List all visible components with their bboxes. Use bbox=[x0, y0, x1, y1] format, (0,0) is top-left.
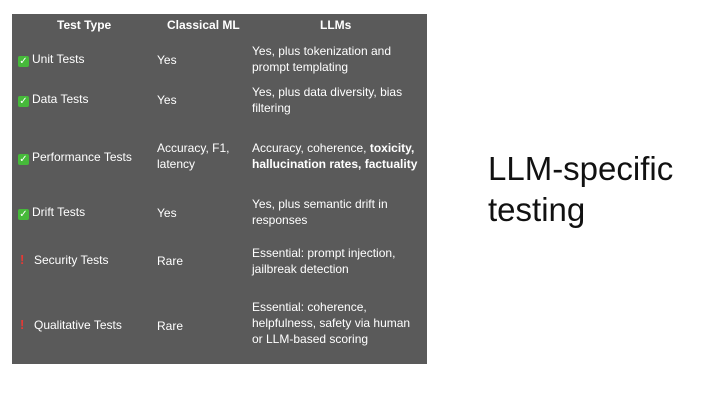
llm-line: Yes, plus semantic drift in bbox=[252, 197, 388, 211]
llm-line: responses bbox=[252, 213, 308, 227]
classical-cell: Yes bbox=[157, 206, 177, 220]
llm-text: Accuracy, coherence, bbox=[252, 141, 370, 155]
test-type-label: Drift Tests bbox=[32, 205, 86, 219]
test-type-label: Qualitative Tests bbox=[34, 318, 122, 332]
test-type-label: Unit Tests bbox=[32, 52, 85, 66]
llm-cell: Essential: prompt injection, jailbreak d… bbox=[252, 245, 395, 277]
test-type-cell: ! Qualitative Tests bbox=[18, 317, 122, 333]
llm-bold-text: hallucination rates, factuality bbox=[252, 157, 418, 171]
test-type-cell: ✓ Drift Tests bbox=[18, 204, 85, 220]
llm-line: Yes, plus tokenization and bbox=[252, 44, 391, 58]
llm-line: Essential: prompt injection, bbox=[252, 246, 396, 260]
classical-cell: Rare bbox=[157, 254, 184, 268]
llm-cell: Yes, plus semantic drift in responses bbox=[252, 196, 388, 228]
classical-cell: Accuracy, F1, latency bbox=[157, 140, 229, 172]
llm-line: Essential: coherence, bbox=[252, 300, 367, 314]
classical-cell: Yes bbox=[157, 53, 177, 67]
comparison-table: Test Type Classical ML LLMs ✓ Unit Tests … bbox=[12, 14, 427, 364]
test-type-cell: ✓ Data Tests bbox=[18, 91, 88, 107]
header-classical-ml: Classical ML bbox=[167, 18, 240, 32]
llm-line: or LLM-based scoring bbox=[252, 332, 369, 346]
llm-line: filtering bbox=[252, 101, 291, 115]
test-type-label: Data Tests bbox=[32, 92, 89, 106]
classical-line: latency bbox=[157, 157, 196, 171]
classical-cell: Rare bbox=[157, 319, 184, 333]
llm-cell: Yes, plus tokenization and prompt templa… bbox=[252, 43, 391, 75]
classical-line: Accuracy, F1, bbox=[157, 141, 230, 155]
classical-cell: Yes bbox=[157, 93, 177, 107]
llm-line: Yes, plus data diversity, bias bbox=[252, 85, 403, 99]
check-icon: ✓ bbox=[18, 154, 29, 165]
test-type-label: Security Tests bbox=[34, 253, 109, 267]
test-type-cell: ✓ Performance Tests bbox=[18, 149, 132, 165]
llm-line: helpfulness, safety via human bbox=[252, 316, 411, 330]
llm-line: hallucination rates, factuality bbox=[252, 156, 417, 172]
test-type-label: Performance Tests bbox=[32, 150, 132, 164]
check-icon: ✓ bbox=[18, 96, 29, 107]
llm-cell: Essential: coherence, helpfulness, safet… bbox=[252, 299, 410, 347]
llm-bold-text: toxicity, bbox=[369, 141, 415, 155]
header-test-type: Test Type bbox=[57, 18, 112, 32]
test-type-cell: ! Security Tests bbox=[18, 252, 108, 268]
heading-line: LLM-specific bbox=[488, 150, 674, 187]
exclamation-icon: ! bbox=[20, 252, 25, 267]
slide-heading: LLM-specific testing bbox=[488, 148, 673, 230]
llm-cell: Yes, plus data diversity, bias filtering bbox=[252, 84, 402, 116]
test-type-cell: ✓ Unit Tests bbox=[18, 51, 84, 67]
check-icon: ✓ bbox=[18, 56, 29, 67]
header-llms: LLMs bbox=[320, 18, 352, 32]
llm-line: Accuracy, coherence, toxicity, bbox=[252, 140, 417, 156]
llm-line: prompt templating bbox=[252, 60, 349, 74]
exclamation-icon: ! bbox=[20, 317, 25, 332]
check-icon: ✓ bbox=[18, 209, 29, 220]
llm-line: jailbreak detection bbox=[252, 262, 349, 276]
heading-line: testing bbox=[488, 191, 586, 228]
llm-cell: Accuracy, coherence, toxicity, hallucina… bbox=[252, 140, 417, 172]
